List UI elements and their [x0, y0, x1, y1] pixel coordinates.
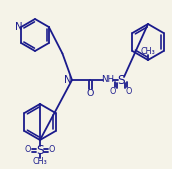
- Text: S: S: [117, 74, 125, 87]
- Text: CH₃: CH₃: [141, 47, 155, 56]
- Text: O: O: [110, 87, 116, 95]
- Text: O: O: [87, 89, 94, 98]
- Text: CH₃: CH₃: [33, 156, 47, 165]
- Text: N: N: [15, 22, 23, 32]
- Text: NH: NH: [101, 76, 115, 84]
- Text: O: O: [126, 87, 132, 95]
- Text: S: S: [36, 143, 44, 156]
- Text: N: N: [64, 75, 72, 85]
- Text: O: O: [25, 146, 31, 154]
- Text: O: O: [49, 146, 55, 154]
